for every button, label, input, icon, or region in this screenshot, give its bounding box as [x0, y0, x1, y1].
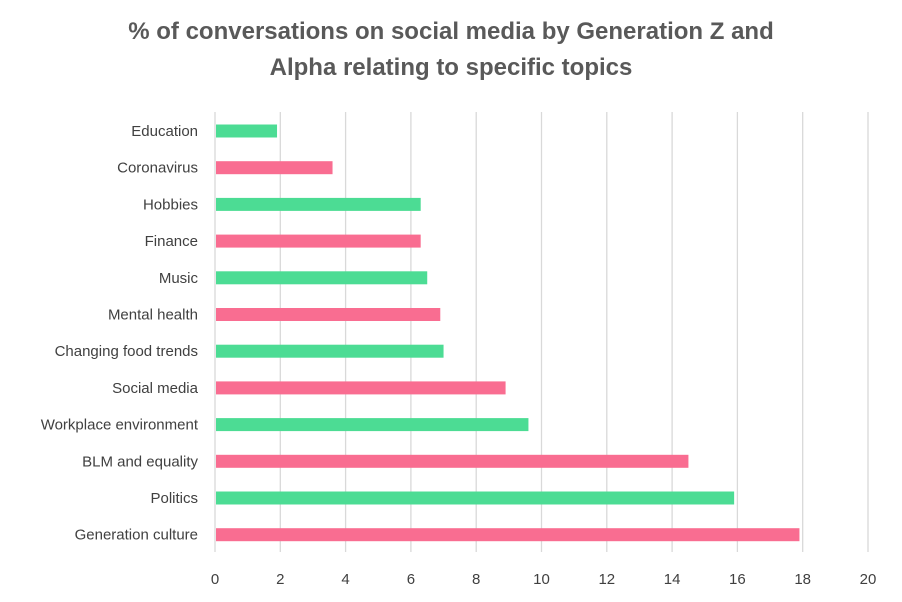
category-label: Generation culture	[75, 527, 198, 544]
x-tick-label: 14	[664, 571, 681, 588]
category-labels: Education Coronavirus Hobbies Finance Music M…	[41, 123, 199, 544]
bar	[216, 454, 689, 468]
bar	[216, 161, 333, 175]
x-axis-tick-labels: 0 2 4 6 8 10 12 14 16 18 20	[211, 571, 877, 588]
x-tick-label: 12	[598, 571, 615, 588]
bar	[216, 271, 428, 285]
category-label: Hobbies	[143, 196, 198, 213]
category-label: Changing food trends	[55, 343, 198, 360]
category-label: Coronavirus	[117, 160, 198, 177]
x-tick-label: 2	[276, 571, 284, 588]
category-label: Social media	[112, 380, 199, 397]
bar	[216, 197, 421, 211]
bar	[216, 308, 441, 321]
category-label: Workplace environment	[41, 417, 199, 434]
bar	[216, 124, 278, 138]
bar	[216, 491, 735, 505]
x-tick-label: 0	[211, 571, 219, 588]
category-label: Mental health	[108, 307, 198, 324]
x-tick-label: 16	[729, 571, 746, 588]
x-tick-label: 6	[407, 571, 415, 588]
chart-title: % of conversations on social media by Ge…	[0, 14, 902, 86]
bar	[216, 234, 421, 248]
category-label: Politics	[150, 490, 198, 507]
x-tick-label: 4	[341, 571, 349, 588]
chart-title-line-1: % of conversations on social media by Ge…	[128, 18, 774, 45]
x-tick-label: 20	[860, 571, 877, 588]
category-label: Education	[131, 123, 198, 140]
bar	[216, 344, 444, 358]
category-label: Finance	[145, 233, 198, 250]
x-tick-label: 10	[533, 571, 550, 588]
gridlines	[214, 112, 869, 552]
x-tick-label: 8	[472, 571, 480, 588]
bar	[216, 528, 800, 542]
bar	[216, 418, 529, 432]
category-label: Music	[159, 270, 199, 287]
bars	[216, 124, 800, 542]
bar	[216, 381, 506, 395]
x-tick-label: 18	[794, 571, 811, 588]
chart-title-line-2: Alpha relating to specific topics	[269, 54, 633, 81]
category-label: BLM and equality	[82, 453, 198, 470]
